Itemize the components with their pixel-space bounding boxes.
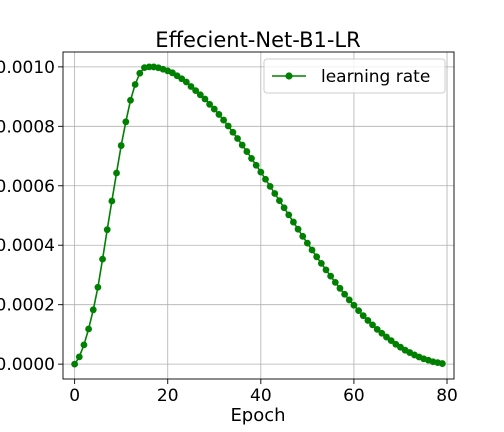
- data-point: [359, 312, 367, 320]
- data-point: [71, 360, 79, 368]
- y-tick-label: 0.0006: [0, 177, 55, 197]
- data-point: [136, 69, 144, 77]
- data-point: [248, 155, 255, 162]
- data-point: [438, 360, 446, 367]
- x-axis-ticks: 0 20 40 60 80: [69, 379, 458, 406]
- data-point: [369, 321, 376, 329]
- data-point: [122, 118, 130, 126]
- data-point: [117, 142, 125, 149]
- legend-box: [263, 58, 446, 94]
- data-point: [252, 161, 260, 169]
- x-tick-label: 60: [343, 386, 365, 406]
- data-point: [378, 329, 386, 337]
- data-point: [113, 169, 120, 177]
- data-point: [383, 333, 390, 341]
- y-tick-label: 0.0008: [0, 117, 55, 137]
- data-point: [182, 78, 190, 86]
- x-tick-label: 20: [157, 386, 179, 406]
- data-point: [317, 259, 325, 267]
- data-point: [94, 283, 102, 291]
- data-point: [220, 116, 227, 124]
- data-point: [276, 197, 283, 205]
- data-point: [127, 96, 134, 104]
- legend-entry-learning-rate: learning rate: [321, 67, 430, 87]
- series-line-learning-rate: [73, 66, 443, 365]
- data-point: [201, 95, 209, 103]
- data-point: [373, 325, 381, 333]
- data-point: [387, 337, 395, 345]
- data-point: [103, 226, 111, 234]
- data-point: [350, 301, 358, 309]
- data-point: [196, 91, 204, 99]
- data-point: [187, 83, 195, 90]
- data-point: [322, 266, 330, 274]
- legend-marker: [285, 72, 293, 80]
- data-point: [131, 81, 139, 88]
- data-point: [99, 255, 106, 263]
- y-tick-label: 0.0002: [0, 296, 55, 316]
- data-point: [364, 317, 372, 324]
- y-tick-label: 0.0000: [0, 355, 55, 375]
- chart-title: Effecient-Net-B1-LR: [155, 28, 360, 52]
- data-point: [257, 168, 265, 176]
- x-axis-label: Epoch: [230, 405, 285, 426]
- data-point: [80, 341, 88, 349]
- data-point: [308, 246, 316, 254]
- data-point: [271, 190, 279, 197]
- data-point: [327, 272, 335, 280]
- data-point: [75, 353, 83, 361]
- data-point: [89, 306, 97, 314]
- data-point: [285, 211, 293, 219]
- data-point: [355, 307, 362, 315]
- series-group: [71, 63, 446, 368]
- y-tick-label: 0.0004: [0, 236, 55, 256]
- data-point: [229, 128, 237, 136]
- data-point: [341, 290, 349, 298]
- y-tick-label: 0.0010: [0, 58, 55, 78]
- data-point: [280, 204, 288, 212]
- data-point: [224, 122, 232, 130]
- data-point: [303, 239, 311, 247]
- data-point: [85, 325, 93, 333]
- data-point: [290, 218, 297, 226]
- data-point: [243, 148, 251, 155]
- y-axis-ticks: 0.0000 0.0002 0.0004 0.0006 0.0008 0.0010: [0, 58, 63, 375]
- data-point: [210, 105, 218, 113]
- x-tick-label: 40: [250, 386, 272, 406]
- data-point: [313, 253, 321, 261]
- data-point: [215, 111, 223, 118]
- plot-frame: [62, 51, 455, 380]
- x-tick-label: 80: [436, 386, 458, 406]
- x-tick-label: 0: [69, 386, 80, 406]
- data-point: [299, 232, 307, 240]
- data-point: [331, 278, 339, 286]
- data-point: [234, 135, 241, 142]
- data-point: [345, 296, 353, 304]
- data-point: [192, 87, 200, 95]
- data-point: [336, 284, 344, 292]
- grid: [63, 52, 454, 379]
- data-point: [266, 182, 274, 190]
- data-point: [108, 197, 116, 205]
- data-point: [238, 141, 246, 149]
- data-point: [206, 100, 214, 108]
- data-point: [294, 225, 302, 233]
- data-point: [262, 175, 269, 183]
- legend: learning rate: [263, 58, 446, 94]
